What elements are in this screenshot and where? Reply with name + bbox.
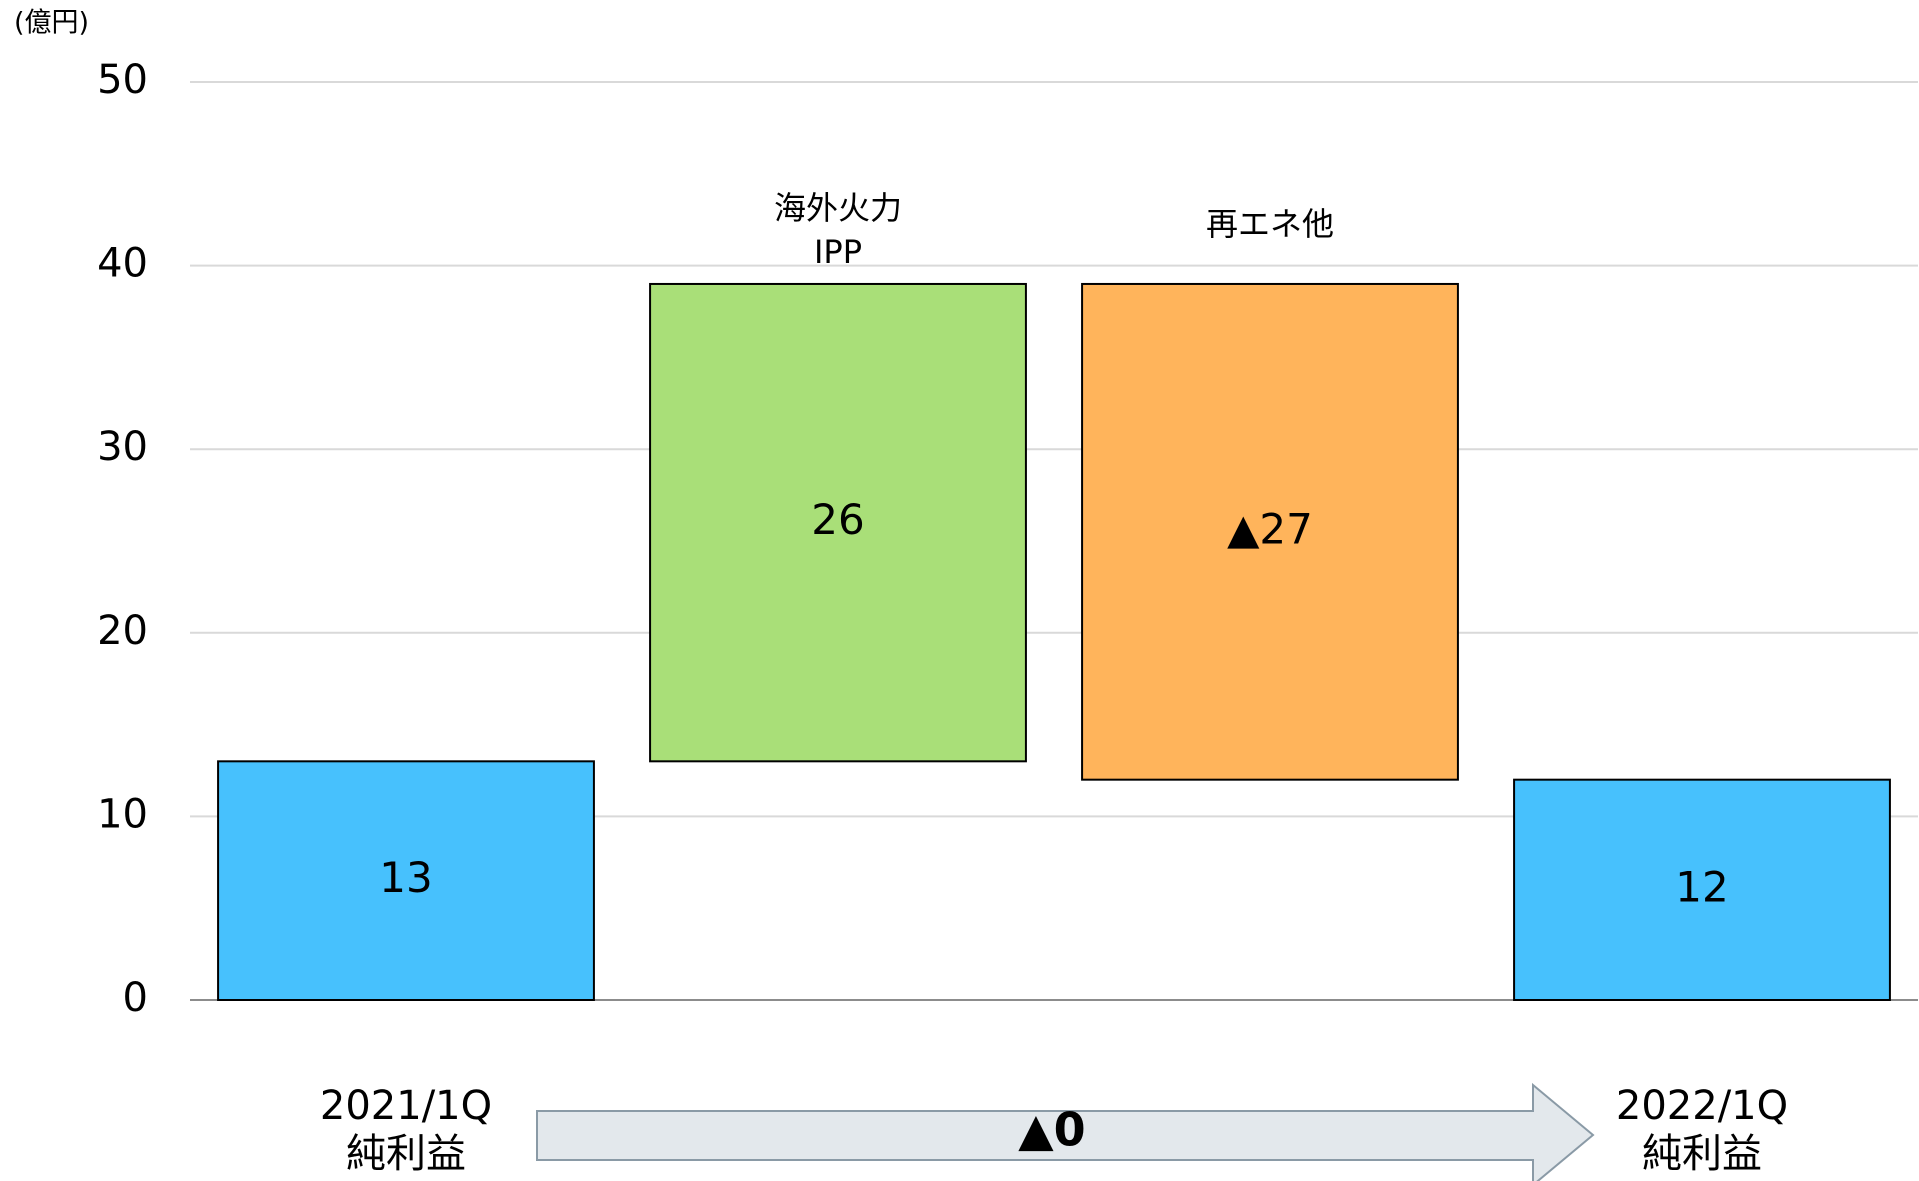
data-label: 12	[1675, 862, 1728, 911]
bar	[649, 282, 1027, 763]
bar	[217, 760, 595, 1001]
x-tick-label: 2022/1Q	[1616, 1083, 1788, 1129]
x-tick-label: 純利益	[346, 1131, 466, 1177]
bar	[1081, 282, 1459, 781]
y-tick-label: 0	[123, 975, 148, 1021]
unit-label: (億円)	[14, 8, 89, 39]
y-tick-label: 30	[97, 424, 148, 470]
total-change-label: ▲0	[1018, 1103, 1085, 1157]
change-arrow	[536, 1082, 1595, 1181]
bar	[1513, 778, 1891, 1001]
y-tick-label: 10	[97, 791, 148, 837]
x-tick-label: 2021/1Q	[320, 1083, 492, 1129]
y-tick-label: 40	[97, 241, 148, 287]
x-tick-label: IPP	[814, 233, 862, 271]
data-label: 26	[811, 495, 864, 544]
y-tick-label: 20	[97, 608, 148, 654]
data-label: 13	[379, 853, 432, 902]
x-tick-label: 海外火力	[774, 189, 902, 227]
y-tick-label: 50	[97, 57, 148, 103]
x-tick-label: 純利益	[1642, 1131, 1762, 1177]
data-label: ▲27	[1227, 504, 1313, 553]
x-tick-label: 再エネ他	[1206, 205, 1334, 243]
